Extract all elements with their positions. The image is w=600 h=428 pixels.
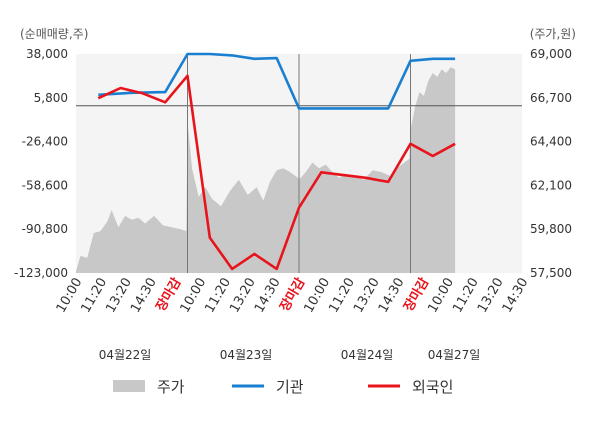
legend-swatch-price	[113, 380, 145, 392]
price-area-series	[76, 67, 456, 273]
left-tick-label: -90,800	[22, 222, 68, 236]
right-tick-label: 69,000	[530, 47, 572, 61]
left-tick-label: 38,000	[26, 47, 68, 61]
left-tick-label: -123,000	[14, 266, 68, 280]
right-tick-label: 66,700	[530, 91, 572, 105]
legend-label: 기관	[276, 378, 304, 396]
left-tick-label: 5,800	[34, 91, 68, 105]
series-line-기관	[98, 52, 456, 110]
left-axis-unit: (순매매량,주)	[20, 27, 88, 41]
right-tick-label: 62,100	[530, 178, 572, 192]
left-tick-label: -26,400	[22, 135, 68, 149]
right-tick-label: 59,800	[530, 222, 572, 236]
right-tick-label: 57,500	[530, 266, 572, 280]
legend-label: 외국인	[412, 378, 453, 396]
date-label: 04월22일	[99, 348, 152, 362]
right-tick-label: 64,400	[530, 135, 572, 149]
right-axis-unit: (주가,원)	[530, 27, 576, 41]
series-line-외국인	[97, 74, 456, 271]
date-label: 04월24일	[341, 348, 394, 362]
left-tick-label: -58,600	[22, 178, 68, 192]
date-label: 04월23일	[220, 348, 273, 362]
legend: 주가 기관 외국인	[113, 378, 453, 396]
legend-label: 주가	[157, 378, 185, 396]
date-label: 04월27일	[428, 348, 481, 362]
